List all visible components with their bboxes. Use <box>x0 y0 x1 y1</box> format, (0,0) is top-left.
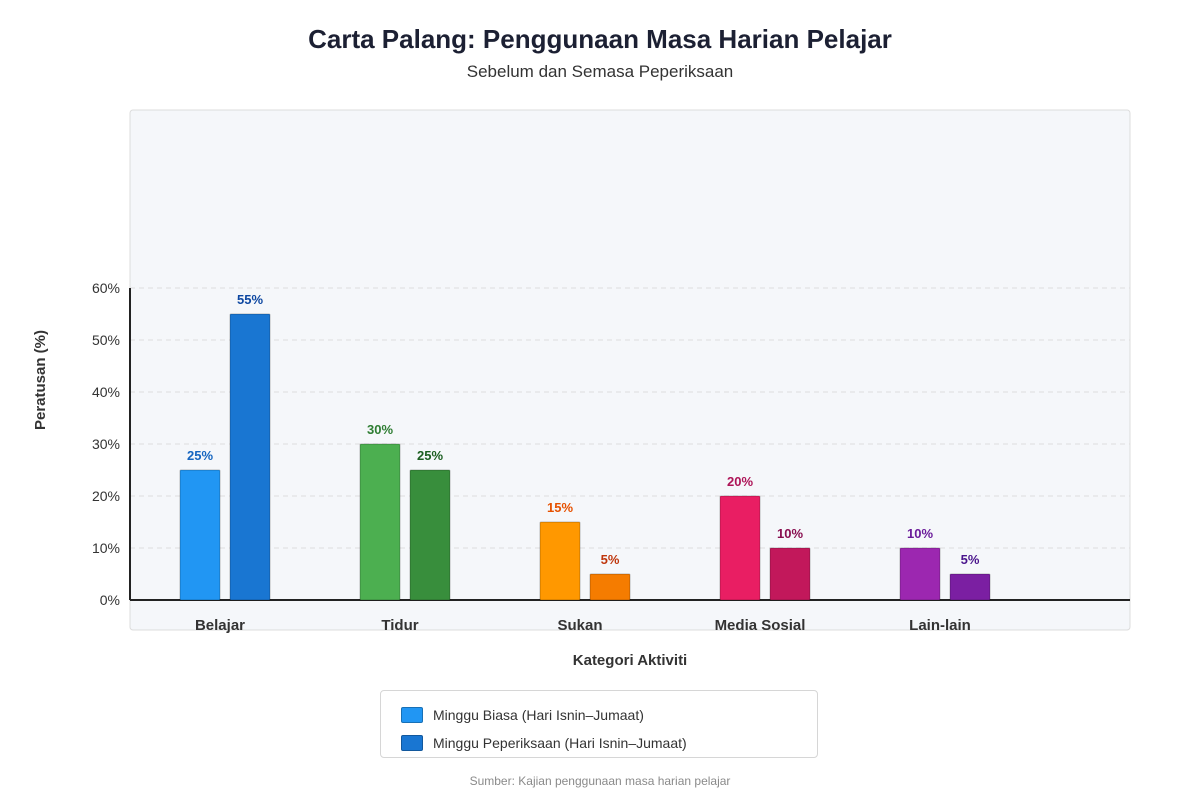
y-tick-label: 20% <box>92 488 120 504</box>
y-tick-label: 30% <box>92 436 120 452</box>
x-tick-label: Tidur <box>381 617 418 634</box>
data-label: 5% <box>601 552 620 567</box>
y-tick-label: 60% <box>92 280 120 296</box>
bars: 25% 55% 30% 25% 15% 5% 20% 10% 10% 5% <box>179 292 991 601</box>
data-label: 10% <box>777 526 803 541</box>
bar-tidur-exam <box>409 469 451 601</box>
data-label: 30% <box>367 422 393 437</box>
bar-media-sosial-normal <box>719 495 761 601</box>
x-tick-label: Belajar <box>195 617 245 634</box>
chart-title: Carta Palang: Penggunaan Masa Harian Pel… <box>308 24 892 54</box>
legend-swatch-exam <box>401 735 423 751</box>
y-tick-label: 10% <box>92 540 120 556</box>
legend-label-normal: Minggu Biasa (Hari Isnin–Jumaat) <box>433 707 644 723</box>
data-label: 15% <box>547 500 573 515</box>
data-label: 25% <box>187 448 213 463</box>
x-tick-label: Sukan <box>557 617 602 634</box>
bar-tidur-normal <box>359 443 401 601</box>
gridlines <box>130 287 1130 549</box>
bar-lain-lain-normal <box>899 547 941 601</box>
x-axis-label: Kategori Aktiviti <box>573 652 687 669</box>
legend-item-exam: Minggu Peperiksaan (Hari Isnin–Jumaat) <box>401 734 687 752</box>
chart-subtitle: Sebelum dan Semasa Peperiksaan <box>466 62 734 81</box>
y-tick-label: 40% <box>92 384 120 400</box>
data-label: 10% <box>907 526 933 541</box>
x-tick-label: Lain-lain <box>909 617 971 634</box>
bar-belajar-exam <box>229 313 271 601</box>
data-label: 25% <box>417 448 443 463</box>
bar-media-sosial-exam <box>769 547 811 601</box>
legend-label-exam: Minggu Peperiksaan (Hari Isnin–Jumaat) <box>433 735 687 751</box>
bar-sukan-exam <box>589 573 631 601</box>
legend-swatch-normal <box>401 707 423 723</box>
y-tick-label: 50% <box>92 332 120 348</box>
source-note: Sumber: Kajian penggunaan masa harian pe… <box>469 774 731 788</box>
y-axis-ticks: 0% 10% 20% 30% 40% 50% 60% <box>92 280 120 608</box>
y-tick-label: 0% <box>100 592 120 608</box>
legend: Minggu Biasa (Hari Isnin–Jumaat) Minggu … <box>380 690 818 758</box>
x-axis-ticks: Belajar Tidur Sukan Media Sosial Lain-lain <box>195 617 971 634</box>
bar-lain-lain-exam <box>949 573 991 601</box>
data-label: 20% <box>727 474 753 489</box>
bar-belajar-normal <box>179 469 221 601</box>
legend-item-normal: Minggu Biasa (Hari Isnin–Jumaat) <box>401 706 644 724</box>
data-label: 5% <box>961 552 980 567</box>
bar-sukan-normal <box>539 521 581 601</box>
x-tick-label: Media Sosial <box>715 617 806 634</box>
plot-area <box>129 109 1131 631</box>
data-label: 55% <box>237 292 263 307</box>
y-axis-label: Peratusan (%) <box>32 330 49 430</box>
